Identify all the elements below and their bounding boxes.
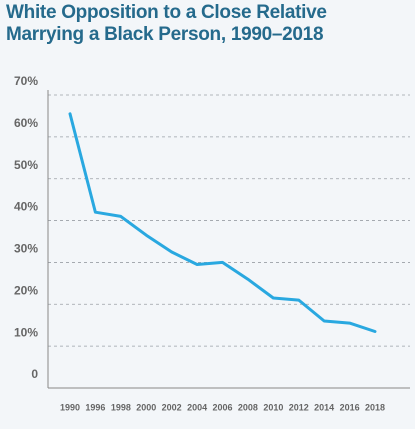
x-tick-label: 1990 <box>60 402 80 412</box>
x-tick-label: 1996 <box>85 402 105 412</box>
x-tick-label: 2002 <box>162 402 182 412</box>
y-tick-label: 60% <box>14 116 38 130</box>
x-tick-label: 2016 <box>340 402 360 412</box>
y-tick-label: 70% <box>14 74 38 88</box>
data-line <box>68 112 377 333</box>
y-tick-label: 50% <box>14 158 38 172</box>
y-tick-label: 30% <box>14 242 38 256</box>
x-tick-label: 2004 <box>187 402 207 412</box>
y-tick-label: 10% <box>14 325 38 339</box>
chart-title: White Opposition to a Close Relative Mar… <box>6 2 327 45</box>
x-tick-label: 2010 <box>263 402 283 412</box>
y-tick-label: 0 <box>31 367 38 381</box>
y-tick-label: 40% <box>14 200 38 214</box>
y-tick-label: 20% <box>14 283 38 297</box>
x-tick-label: 2000 <box>136 402 156 412</box>
x-tick-label: 2006 <box>212 402 232 412</box>
x-tick-label: 2014 <box>314 402 334 412</box>
x-tick-label: 2012 <box>289 402 309 412</box>
x-tick-label: 2008 <box>238 402 258 412</box>
x-tick-label: 2018 <box>365 402 385 412</box>
x-tick-label: 1998 <box>111 402 131 412</box>
